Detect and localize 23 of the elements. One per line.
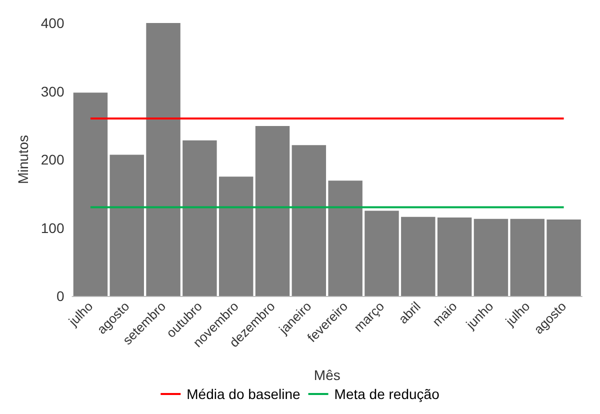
bar	[328, 180, 362, 296]
bar	[182, 140, 217, 296]
bar	[364, 210, 399, 296]
y-tick-label: 100	[40, 220, 64, 236]
bar	[401, 216, 436, 296]
y-tick-label: 400	[40, 15, 64, 31]
bar	[546, 220, 581, 296]
y-tick-label: 200	[40, 152, 64, 168]
y-axis-title: Minutos	[15, 134, 31, 184]
bar	[292, 145, 326, 296]
bar	[510, 218, 544, 296]
y-tick-label: 300	[40, 83, 64, 100]
y-tick-label: 0	[56, 288, 64, 304]
legend-label: Meta de redução	[334, 386, 440, 402]
bar	[146, 23, 180, 296]
bar	[474, 218, 508, 296]
bar	[437, 218, 472, 296]
bar	[218, 176, 254, 296]
bar	[73, 92, 108, 296]
bar	[255, 126, 290, 296]
bar	[110, 154, 144, 296]
x-axis-title: Mês	[314, 367, 340, 383]
legend-label: Média do baseline	[186, 386, 300, 402]
